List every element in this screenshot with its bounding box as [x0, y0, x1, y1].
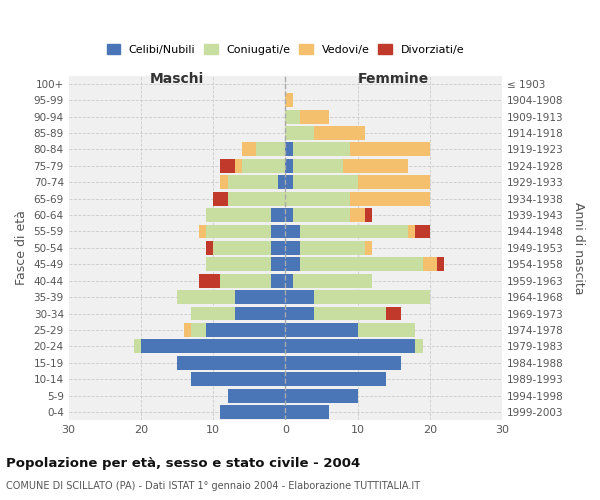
- Bar: [177, 356, 286, 370]
- Bar: [227, 388, 286, 402]
- Bar: [293, 159, 343, 173]
- Bar: [206, 241, 213, 255]
- Bar: [437, 258, 444, 272]
- Bar: [293, 142, 350, 156]
- Bar: [350, 208, 365, 222]
- Bar: [314, 290, 430, 304]
- Bar: [227, 192, 286, 205]
- Bar: [206, 208, 271, 222]
- Bar: [286, 159, 293, 173]
- Bar: [365, 241, 372, 255]
- Bar: [286, 176, 293, 189]
- Bar: [286, 126, 314, 140]
- Bar: [365, 208, 372, 222]
- Bar: [227, 176, 278, 189]
- Bar: [213, 192, 227, 205]
- Bar: [286, 142, 293, 156]
- Bar: [242, 142, 256, 156]
- Bar: [242, 159, 286, 173]
- Bar: [141, 340, 286, 353]
- Text: COMUNE DI SCILLATO (PA) - Dati ISTAT 1° gennaio 2004 - Elaborazione TUTTITALIA.I: COMUNE DI SCILLATO (PA) - Dati ISTAT 1° …: [6, 481, 420, 491]
- Bar: [256, 142, 286, 156]
- Y-axis label: Anni di nascita: Anni di nascita: [572, 202, 585, 294]
- Bar: [191, 372, 286, 386]
- Bar: [206, 224, 271, 238]
- Bar: [300, 241, 365, 255]
- Bar: [235, 159, 242, 173]
- Bar: [235, 306, 286, 320]
- Bar: [213, 241, 271, 255]
- Bar: [293, 176, 358, 189]
- Bar: [300, 258, 422, 272]
- Bar: [134, 340, 141, 353]
- Bar: [286, 110, 300, 124]
- Bar: [415, 224, 430, 238]
- Bar: [271, 224, 286, 238]
- Bar: [235, 290, 286, 304]
- Bar: [350, 192, 430, 205]
- Bar: [422, 258, 437, 272]
- Bar: [191, 323, 206, 337]
- Bar: [199, 224, 206, 238]
- Bar: [271, 241, 286, 255]
- Bar: [286, 224, 300, 238]
- Bar: [286, 340, 415, 353]
- Bar: [350, 142, 430, 156]
- Text: Femmine: Femmine: [358, 72, 430, 86]
- Legend: Celibi/Nubili, Coniugati/e, Vedovi/e, Divorziati/e: Celibi/Nubili, Coniugati/e, Vedovi/e, Di…: [102, 40, 469, 60]
- Bar: [286, 241, 300, 255]
- Bar: [220, 405, 286, 419]
- Bar: [278, 176, 286, 189]
- Bar: [415, 340, 422, 353]
- Bar: [386, 306, 401, 320]
- Bar: [286, 94, 293, 107]
- Text: Maschi: Maschi: [150, 72, 204, 86]
- Bar: [286, 306, 314, 320]
- Bar: [286, 372, 386, 386]
- Bar: [300, 110, 329, 124]
- Bar: [184, 323, 191, 337]
- Bar: [191, 306, 235, 320]
- Bar: [286, 192, 350, 205]
- Bar: [358, 176, 430, 189]
- Bar: [314, 126, 365, 140]
- Bar: [220, 176, 227, 189]
- Bar: [271, 274, 286, 287]
- Bar: [286, 405, 329, 419]
- Bar: [220, 159, 235, 173]
- Bar: [177, 290, 235, 304]
- Bar: [286, 274, 293, 287]
- Bar: [343, 159, 408, 173]
- Bar: [293, 274, 372, 287]
- Bar: [199, 274, 220, 287]
- Bar: [206, 258, 271, 272]
- Bar: [293, 208, 350, 222]
- Bar: [271, 258, 286, 272]
- Bar: [358, 323, 415, 337]
- Bar: [314, 306, 386, 320]
- Bar: [286, 388, 358, 402]
- Text: Popolazione per età, sesso e stato civile - 2004: Popolazione per età, sesso e stato civil…: [6, 458, 360, 470]
- Bar: [408, 224, 415, 238]
- Bar: [206, 323, 286, 337]
- Bar: [286, 356, 401, 370]
- Bar: [300, 224, 408, 238]
- Bar: [220, 274, 271, 287]
- Y-axis label: Fasce di età: Fasce di età: [15, 210, 28, 286]
- Bar: [286, 208, 293, 222]
- Bar: [286, 323, 358, 337]
- Bar: [286, 258, 300, 272]
- Bar: [286, 290, 314, 304]
- Bar: [271, 208, 286, 222]
